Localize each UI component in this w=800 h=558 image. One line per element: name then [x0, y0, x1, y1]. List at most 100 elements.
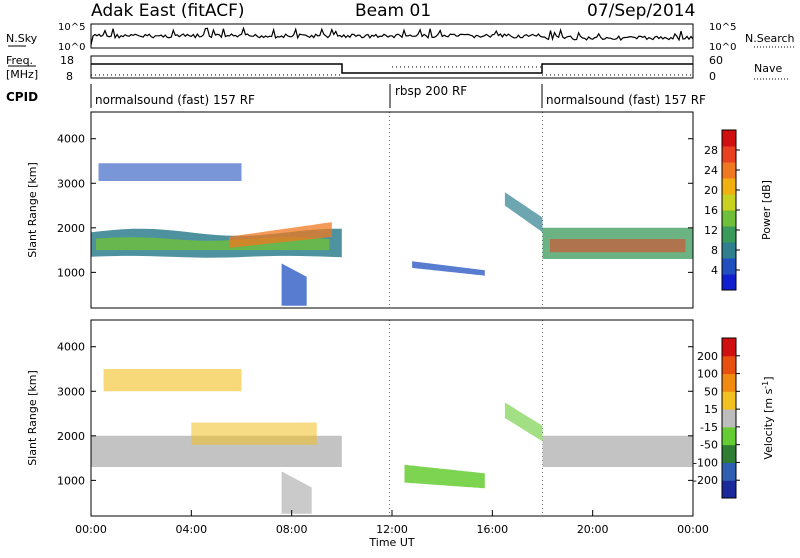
ytick-label: 3000: [57, 177, 85, 190]
colorbar-segment: [722, 130, 736, 147]
xlabel: Time UT: [368, 536, 414, 549]
colorbar-segment: [722, 210, 736, 227]
nave-label: Nave: [754, 62, 782, 75]
velocity-cbar-label-sup: -1: [761, 381, 770, 389]
colorbar-tick-label: 28: [704, 144, 718, 157]
colorbar-segment: [722, 242, 736, 259]
velocity-upper-patch: [103, 369, 242, 392]
beam-title: Beam 01: [355, 1, 431, 21]
colorbar-segment: [722, 146, 736, 163]
noise-panel: N.Sky 10^5 10^0 10^5 10^0 N.Search: [6, 22, 795, 53]
nave-tick-bottom: 0: [709, 70, 716, 83]
colorbar-segment: [722, 226, 736, 243]
colorbar-segment: [722, 338, 736, 357]
colorbar-segment: [722, 274, 736, 291]
cpid-panel: CPID normalsound (fast) 157 RF rbsp 200 …: [6, 84, 706, 108]
power-cbar-label: Power [dB]: [760, 180, 773, 240]
noise-left-tick-bottom: 10^0: [58, 42, 85, 53]
colorbar-tick-label: -50: [700, 439, 718, 452]
cpid-label: CPID: [6, 90, 38, 104]
power-descending-trace: [412, 261, 485, 276]
xtick-label: 00:00: [75, 523, 107, 536]
colorbar-tick-label: -100: [693, 456, 718, 469]
colorbar-segment: [722, 480, 736, 499]
colorbar-segment: [722, 162, 736, 179]
cpid-segment-2: rbsp 200 RF: [395, 84, 467, 98]
power-panel: 1000 2000 3000 4000 Slant Range [km] 4 8 12 16…: [26, 111, 773, 309]
power-arc: [504, 192, 543, 233]
colorbar-tick-label: 15: [704, 403, 718, 416]
colorbar-segment: [722, 355, 736, 375]
velocity-colorbar: 200 100 50 15 -15 -50 -100 -200: [693, 337, 740, 499]
ytick-label: 4000: [57, 133, 85, 146]
colorbar-segment: [722, 426, 736, 446]
colorbar-tick-label: 4: [711, 264, 718, 277]
velocity-evening-band: [542, 435, 693, 467]
nave-tick-top: 60: [709, 54, 723, 67]
colorbar-segment: [722, 409, 736, 428]
ytick-label: 1000: [57, 266, 85, 279]
colorbar-tick-label: -15: [700, 421, 718, 434]
velocity-ylabel: Slant Range [km]: [26, 370, 39, 466]
colorbar-frame: [721, 337, 737, 499]
ytick-label: 4000: [57, 341, 85, 354]
velocity-echoes: [91, 320, 693, 516]
colorbar-segment: [722, 444, 736, 463]
colorbar-tick-label: 16: [704, 204, 718, 217]
colorbar-segment: [722, 194, 736, 211]
colorbar-tick-label: 100: [697, 368, 718, 381]
nave-trace: [91, 66, 693, 76]
xtick-label: 00:00: [677, 523, 709, 536]
velocity-cbar-label: Velocity [m s-1]: [761, 376, 775, 459]
colorbar-tick-label: 20: [704, 184, 718, 197]
xtick-label: 12:00: [376, 523, 408, 536]
power-upper-patch: [98, 163, 242, 181]
xtick-label: 08:00: [276, 523, 308, 536]
xtick-label: 16:00: [476, 523, 508, 536]
velocity-cbar-label-end: ]: [762, 376, 775, 380]
colorbar-tick-label: 12: [704, 224, 718, 237]
date-title: 07/Sep/2014: [587, 1, 695, 21]
colorbar-tick-label: -200: [693, 474, 718, 487]
noise-trace: [90, 26, 694, 46]
ytick-label: 2000: [57, 430, 85, 443]
colorbar-tick-label: 200: [697, 350, 718, 363]
freq-trace: [91, 63, 693, 74]
xtick-label: 04:00: [175, 523, 207, 536]
noise-left-tick-top: 10^5: [58, 22, 85, 33]
power-colorbar: 4 8 12 16 20 24 28: [704, 129, 740, 291]
cpid-segment-3: normalsound (fast) 157 RF: [546, 93, 706, 107]
noise-right-tick-top: 10^5: [709, 22, 736, 33]
colorbar-tick-label: 24: [704, 164, 718, 177]
ytick-label: 2000: [57, 222, 85, 235]
power-ylabel: Slant Range [km]: [26, 162, 39, 258]
velocity-low-trace: [281, 471, 312, 514]
ytick-label: 1000: [57, 474, 85, 487]
colorbar-segment: [722, 373, 736, 392]
colorbar-segment: [722, 462, 736, 481]
freq-label-1: Freq.: [6, 54, 33, 67]
freq-label-2: [MHz]: [6, 68, 38, 81]
velocity-descending-trace: [404, 464, 485, 489]
colorbar-tick-label: 8: [711, 244, 718, 257]
xtick-label: 20:00: [577, 523, 609, 536]
velocity-cbar-label-main: Velocity [m s: [762, 388, 775, 459]
colorbar-tick-label: 50: [704, 385, 718, 398]
freq-tick-bottom: 8: [66, 70, 73, 83]
site-title: Adak East (fitACF): [91, 1, 245, 21]
ytick-label: 3000: [57, 385, 85, 398]
power-hot-core: [229, 222, 332, 248]
noise-left-label: N.Sky: [6, 32, 38, 45]
noise-right-label: N.Search: [745, 32, 795, 45]
power-evening-core: [550, 239, 686, 253]
freq-panel: Freq. [MHz] 18 8 60 0 Nave: [6, 54, 790, 83]
velocity-panel: 1000 2000 3000 4000 00:00 04:00 08:00 12:00 16:…: [26, 319, 775, 549]
colorbar-segment: [722, 258, 736, 275]
noise-right-tick-bottom: 10^0: [709, 42, 736, 53]
velocity-positive-patch: [191, 422, 317, 445]
power-low-trace: [281, 263, 307, 306]
colorbar-segment: [722, 391, 736, 410]
cpid-segment-1: normalsound (fast) 157 RF: [95, 93, 255, 107]
power-echoes: [91, 112, 693, 308]
